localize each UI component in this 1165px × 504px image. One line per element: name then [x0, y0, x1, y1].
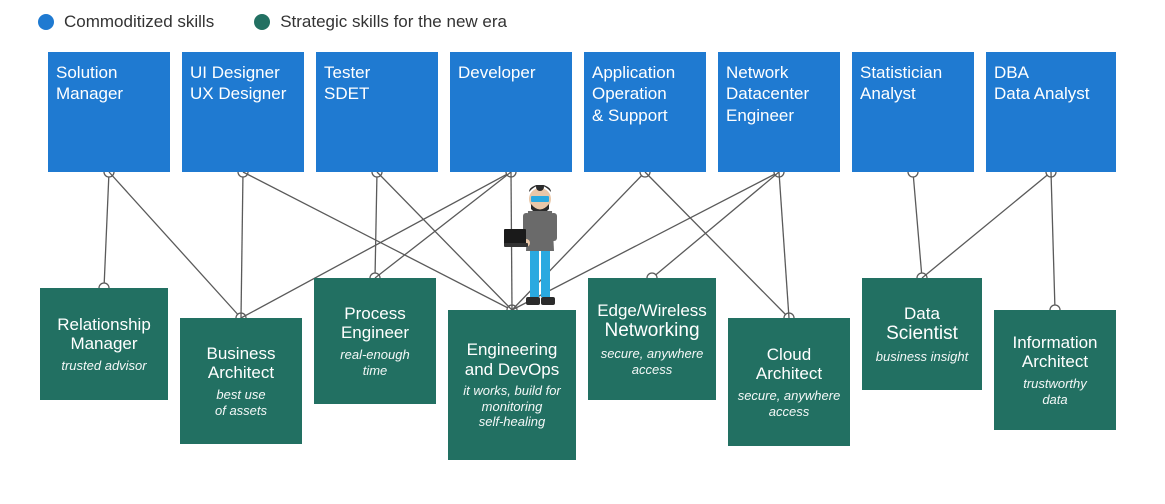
commoditized-role-box: DBAData Analyst — [986, 52, 1116, 172]
commoditized-role-box: SolutionManager — [48, 52, 170, 172]
legend-label: Commoditized skills — [64, 12, 214, 32]
strategic-role-box: ProcessEngineer real-enoughtime — [314, 278, 436, 404]
role-title: DataScientist — [886, 304, 958, 345]
commoditized-role-box: NetworkDatacenterEngineer — [718, 52, 840, 172]
role-subtitle: it works, build formonitoringself-healin… — [463, 383, 561, 430]
strategic-role-box: CloudArchitect secure, anywhereaccess — [728, 318, 850, 446]
strategic-role-box: Edge/WirelessNetworking secure, anywherea… — [588, 278, 716, 400]
commoditized-role-box: UI DesignerUX Designer — [182, 52, 304, 172]
role-label: Developer — [458, 62, 564, 83]
strategic-role-box: BusinessArchitect best useof assets — [180, 318, 302, 444]
legend-item: Strategic skills for the new era — [254, 12, 507, 32]
commoditized-role-box: Developer — [450, 52, 572, 172]
role-title: Edge/WirelessNetworking — [597, 301, 707, 342]
role-title: CloudArchitect — [756, 345, 822, 384]
role-subtitle: business insight — [876, 349, 969, 365]
legend-label: Strategic skills for the new era — [280, 12, 507, 32]
legend-dot-icon — [38, 14, 54, 30]
person-illustration — [498, 185, 562, 320]
role-label: TesterSDET — [324, 62, 430, 105]
commoditized-role-box: ApplicationOperation& Support — [584, 52, 706, 172]
strategic-role-box: DataScientist business insight — [862, 278, 982, 390]
role-subtitle: trustworthydata — [1023, 376, 1087, 407]
legend-dot-icon — [254, 14, 270, 30]
role-subtitle: best useof assets — [215, 387, 267, 418]
role-title: RelationshipManager — [57, 315, 151, 354]
commoditized-role-box: StatisticianAnalyst — [852, 52, 974, 172]
strategic-role-box: RelationshipManager trusted advisor — [40, 288, 168, 400]
role-label: NetworkDatacenterEngineer — [726, 62, 832, 126]
role-label: SolutionManager — [56, 62, 162, 105]
strategic-role-box: InformationArchitect trustworthydata — [994, 310, 1116, 430]
strategic-role-box: Engineeringand DevOps it works, build for… — [448, 310, 576, 460]
commoditized-role-box: TesterSDET — [316, 52, 438, 172]
role-label: DBAData Analyst — [994, 62, 1108, 105]
role-subtitle: trusted advisor — [61, 358, 146, 374]
role-subtitle: secure, anywhereaccess — [738, 388, 841, 419]
role-title: ProcessEngineer — [341, 304, 409, 343]
legend-item: Commoditized skills — [38, 12, 214, 32]
role-label: UI DesignerUX Designer — [190, 62, 296, 105]
role-title: BusinessArchitect — [207, 344, 276, 383]
role-subtitle: real-enoughtime — [340, 347, 409, 378]
role-label: StatisticianAnalyst — [860, 62, 966, 105]
role-label: ApplicationOperation& Support — [592, 62, 698, 126]
role-subtitle: secure, anywhereaccess — [601, 346, 704, 377]
role-title: InformationArchitect — [1012, 333, 1097, 372]
legend: Commoditized skills Strategic skills for … — [38, 12, 507, 32]
role-title: Engineeringand DevOps — [465, 340, 560, 379]
